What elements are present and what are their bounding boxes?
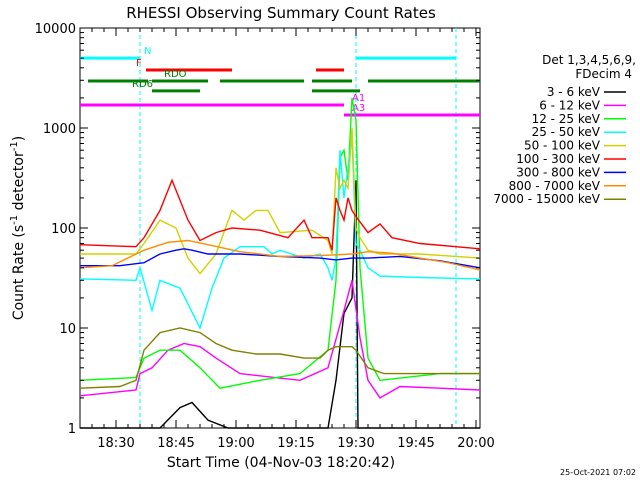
series-line-0: [80, 180, 480, 429]
x-axis: 18:30 18:45 19:00 19:15 19:30 19:45 20:00: [79, 28, 495, 451]
status-label-N: N: [144, 46, 151, 57]
series-line-4: [80, 127, 481, 275]
status-label-RD6: RD6: [132, 79, 153, 90]
x-tick-label-0: 18:30: [97, 436, 134, 451]
y-axis-label-sup1: -1: [9, 215, 20, 225]
legend-label-6: 300 - 800 keV: [516, 165, 600, 179]
x-tick-label-5: 19:45: [397, 436, 434, 451]
legend-label-2: 12 - 25 keV: [532, 112, 601, 126]
series-line-1: [79, 280, 481, 399]
y-axis-label-end: ): [11, 136, 27, 141]
status-label-A3: A3: [352, 103, 365, 114]
legend-header-2: FDecim 4: [575, 67, 632, 81]
x-tick-label-3: 19:15: [277, 436, 314, 451]
y-tick-label-4: 10000: [35, 22, 76, 37]
legend-label-4: 50 - 100 keV: [524, 139, 601, 153]
legend-label-3: 25 - 50 keV: [532, 125, 601, 139]
status-label-A1: A1: [352, 93, 365, 104]
legend-label-8: 7000 - 15000 keV: [493, 192, 600, 206]
phase-lines: [139, 28, 457, 428]
y-tick-label-0: 1: [68, 422, 76, 437]
y-axis-label-sup2: -1: [9, 141, 20, 151]
y-axis-label-mid: detector: [11, 151, 27, 215]
chart-title: RHESSI Observing Summary Count Rates: [126, 4, 436, 22]
x-tick-label-6: 20:00: [457, 436, 494, 451]
series-line-7: [79, 239, 481, 271]
y-axis-label: Count Rate (s-1 detector-1): [9, 136, 27, 320]
footer-timestamp: 25-Oct-2021 07:02: [560, 468, 636, 477]
series-line-5: [79, 178, 481, 251]
y-axis: 1 10 100 1000 10000: [35, 22, 480, 437]
x-tick-label-4: 19:30: [337, 436, 374, 451]
y-axis-label-main: Count Rate (s: [11, 225, 27, 320]
y-tick-label-2: 100: [51, 222, 76, 237]
legend-header-1: Det 1,3,4,5,6,9,: [542, 53, 636, 67]
x-tick-label-1: 18:45: [157, 436, 194, 451]
series-line-6: [80, 248, 481, 269]
legend-label-5: 100 - 300 keV: [516, 152, 600, 166]
series-line-2: [79, 97, 480, 389]
legend-label-0: 3 - 6 keV: [547, 85, 601, 99]
legend-label-7: 800 - 7000 keV: [509, 179, 601, 193]
x-axis-label: Start Time (04-Nov-03 18:20:42): [167, 455, 395, 471]
status-label-F: F: [136, 58, 142, 69]
series-group: [79, 97, 481, 429]
status-label-RDO: RDO: [164, 69, 187, 80]
legend-label-1: 6 - 12 keV: [539, 98, 601, 112]
x-tick-label-2: 19:00: [217, 436, 254, 451]
y-tick-label-1: 10: [59, 322, 76, 337]
series-line-8: [79, 327, 480, 389]
y-tick-label-3: 1000: [43, 122, 76, 137]
